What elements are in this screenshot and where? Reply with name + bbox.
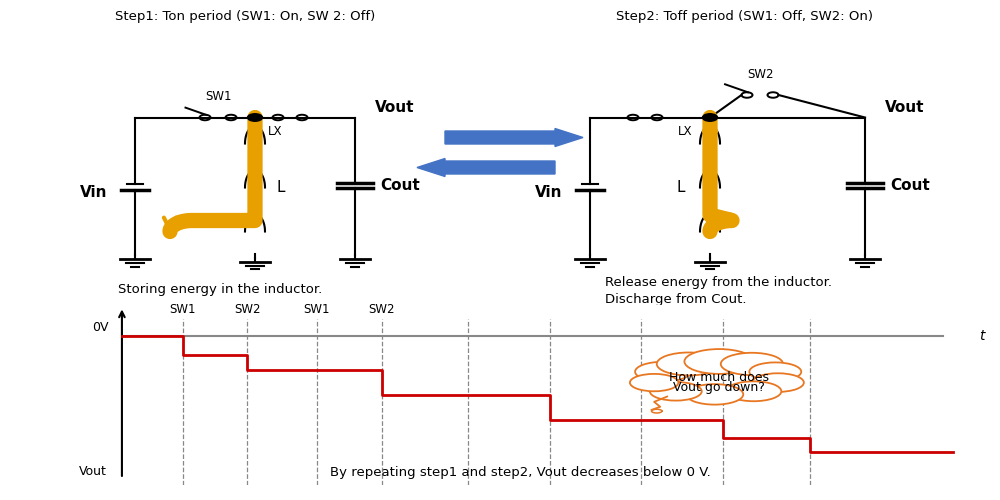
Circle shape <box>752 374 804 392</box>
Text: SW1: SW1 <box>169 303 196 316</box>
Text: Discharge from Cout.: Discharge from Cout. <box>605 293 746 306</box>
Text: Storing energy in the inductor.: Storing energy in the inductor. <box>118 283 322 296</box>
Circle shape <box>630 374 678 392</box>
Text: SW2: SW2 <box>234 303 261 316</box>
Circle shape <box>657 352 721 376</box>
FancyArrow shape <box>445 128 583 146</box>
Text: Step1: Ton period (SW1: On, SW 2: Off): Step1: Ton period (SW1: On, SW 2: Off) <box>115 10 375 23</box>
FancyArrow shape <box>417 158 555 176</box>
Text: Vout go down?: Vout go down? <box>673 380 765 394</box>
Text: Step2: Toff period (SW1: Off, SW2: On): Step2: Toff period (SW1: Off, SW2: On) <box>616 10 874 23</box>
Text: SW2: SW2 <box>747 68 773 82</box>
Text: SW1: SW1 <box>303 303 330 316</box>
Text: Vin: Vin <box>80 185 107 200</box>
Text: Vout: Vout <box>375 100 415 115</box>
Text: By repeating step1 and step2, Vout decreases below 0 V.: By repeating step1 and step2, Vout decre… <box>330 466 710 479</box>
Text: Vin: Vin <box>534 185 562 200</box>
Text: L: L <box>277 180 286 195</box>
Circle shape <box>749 362 801 381</box>
Text: Release energy from the inductor.: Release energy from the inductor. <box>605 276 832 289</box>
Text: L: L <box>676 180 685 195</box>
Circle shape <box>684 349 754 374</box>
Text: Vout: Vout <box>885 100 924 115</box>
Circle shape <box>721 353 783 375</box>
Circle shape <box>686 384 743 404</box>
Text: How much does: How much does <box>669 372 769 384</box>
Text: t: t <box>979 329 984 343</box>
Text: Cout: Cout <box>890 178 930 192</box>
Text: LX: LX <box>268 125 283 138</box>
Text: LX: LX <box>678 125 692 138</box>
Text: Vout: Vout <box>78 464 106 477</box>
Circle shape <box>726 382 781 401</box>
Circle shape <box>702 114 718 121</box>
Circle shape <box>650 382 702 400</box>
Text: SW1: SW1 <box>205 90 231 104</box>
Text: SW2: SW2 <box>368 303 395 316</box>
Circle shape <box>247 114 262 121</box>
Text: 0V: 0V <box>92 321 109 334</box>
Circle shape <box>635 362 690 382</box>
Text: Cout: Cout <box>380 178 420 192</box>
